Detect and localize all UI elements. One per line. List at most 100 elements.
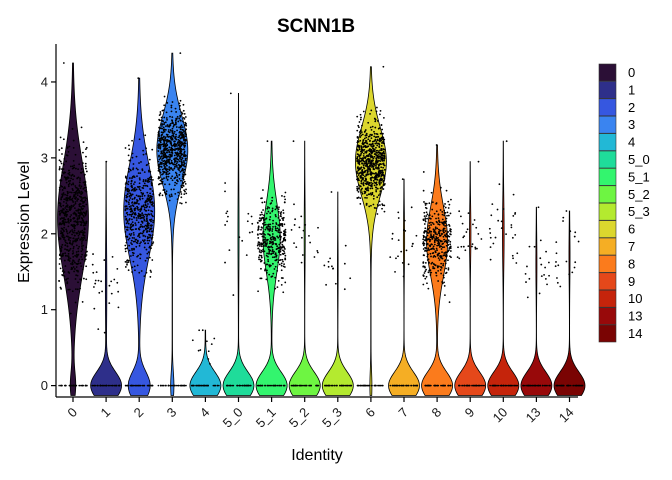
data-point xyxy=(180,193,183,195)
data-point xyxy=(80,278,82,281)
data-point xyxy=(429,248,432,251)
data-point xyxy=(85,186,87,189)
data-point xyxy=(175,182,178,185)
data-point xyxy=(75,244,78,247)
data-point xyxy=(231,384,234,387)
data-point xyxy=(331,384,333,387)
data-point xyxy=(71,230,74,233)
data-point xyxy=(144,203,147,206)
data-point xyxy=(256,233,259,236)
data-point xyxy=(369,187,372,190)
points-3 xyxy=(157,52,188,387)
data-point xyxy=(130,208,133,210)
data-point xyxy=(103,259,106,261)
data-point xyxy=(257,228,260,231)
data-point xyxy=(181,148,183,151)
data-point xyxy=(77,188,79,191)
data-point xyxy=(130,182,133,185)
data-point xyxy=(575,384,578,387)
data-point xyxy=(371,176,374,179)
violin-7 xyxy=(388,178,420,396)
data-point xyxy=(181,131,184,134)
data-point xyxy=(124,209,127,212)
data-point xyxy=(69,198,71,201)
data-point xyxy=(374,118,377,121)
data-point xyxy=(62,211,65,214)
data-point xyxy=(179,125,182,128)
data-point xyxy=(141,232,144,235)
data-point xyxy=(459,384,461,387)
data-point xyxy=(152,241,155,244)
data-point xyxy=(59,179,62,182)
data-point xyxy=(182,120,184,123)
data-point xyxy=(205,340,208,343)
data-point xyxy=(67,239,70,241)
data-point xyxy=(371,140,374,143)
data-point xyxy=(180,196,183,199)
data-point xyxy=(147,209,150,212)
data-point xyxy=(83,231,85,233)
data-point xyxy=(250,215,253,218)
data-point xyxy=(358,131,361,133)
data-point xyxy=(362,384,364,387)
data-point xyxy=(75,196,78,199)
data-point xyxy=(136,264,139,267)
data-point xyxy=(150,209,153,212)
data-point xyxy=(441,240,443,243)
data-point xyxy=(376,213,379,215)
data-point xyxy=(281,224,284,226)
data-point xyxy=(372,150,375,152)
data-point xyxy=(247,212,250,215)
data-point xyxy=(367,173,370,176)
data-point xyxy=(179,156,182,159)
data-point xyxy=(528,245,531,248)
data-point xyxy=(228,249,231,252)
data-point xyxy=(144,184,147,187)
data-point xyxy=(540,263,543,266)
data-point xyxy=(472,384,475,387)
data-point xyxy=(78,163,81,166)
data-point xyxy=(136,255,138,258)
data-point xyxy=(166,135,169,138)
data-point xyxy=(376,183,378,186)
data-point xyxy=(143,219,146,222)
data-point xyxy=(371,166,373,168)
data-point xyxy=(572,384,574,387)
data-point xyxy=(139,257,142,260)
data-point xyxy=(139,242,141,245)
data-point xyxy=(456,256,459,259)
data-point xyxy=(431,243,433,246)
data-point xyxy=(181,167,184,170)
data-point xyxy=(172,125,175,128)
data-point xyxy=(67,210,70,213)
data-point xyxy=(163,171,165,174)
data-point xyxy=(177,158,180,161)
data-point xyxy=(135,219,138,222)
data-point xyxy=(92,253,94,255)
data-point xyxy=(272,252,275,255)
data-point xyxy=(165,384,167,387)
data-point xyxy=(78,189,80,192)
data-point xyxy=(149,200,151,203)
data-point xyxy=(130,194,133,197)
data-point xyxy=(81,217,84,220)
data-point xyxy=(468,384,471,387)
data-point xyxy=(334,282,337,285)
data-point xyxy=(381,207,383,210)
data-point xyxy=(168,172,171,175)
data-point xyxy=(259,384,262,387)
data-point xyxy=(81,301,84,303)
data-point xyxy=(444,255,447,257)
data-point xyxy=(360,148,363,151)
data-point xyxy=(59,222,62,225)
data-point xyxy=(173,167,176,170)
data-point xyxy=(146,252,149,255)
data-point xyxy=(362,146,365,148)
data-point xyxy=(441,281,443,283)
data-point xyxy=(538,384,541,387)
data-point xyxy=(370,148,373,151)
data-point xyxy=(436,384,439,387)
data-point xyxy=(65,181,68,184)
data-point xyxy=(184,190,186,193)
data-point xyxy=(78,185,81,187)
